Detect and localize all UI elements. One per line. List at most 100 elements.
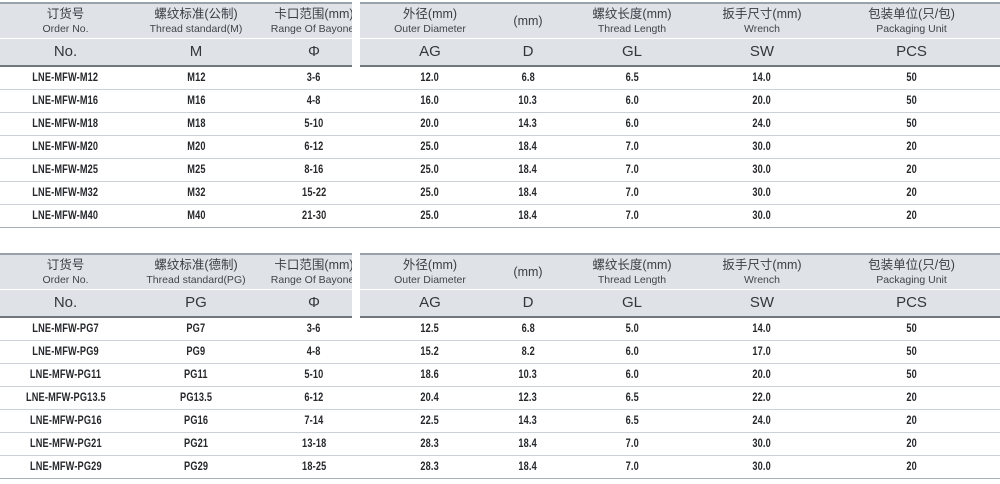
table-row: LNE-MFW-PG29 PG29 18-25 28.3 18.4 7.0 30.0 20 [0, 456, 1000, 479]
table-cell: LNE-MFW-M25 [0, 164, 131, 176]
cell-value: LNE-MFW-M32 [32, 187, 99, 199]
table-cell: LNE-MFW-PG11 [0, 369, 131, 381]
table-cell: 20.4 [367, 392, 493, 404]
cell-value: PG11 [184, 369, 208, 381]
cell-value: 15-22 [301, 187, 327, 199]
cell-value: M16 [186, 95, 206, 107]
table-cell: 18.4 [493, 438, 563, 450]
table-cell: M32 [131, 187, 261, 199]
cell-value: 7.0 [625, 438, 639, 450]
pg-thread-table: 订货号 Order No. 螺纹标准(德制) Thread standard(PG) 卡… [0, 253, 1000, 479]
table-cell: 5-10 [261, 369, 367, 381]
column-header: 螺纹标准(德制) Thread standard(PG) [131, 258, 261, 285]
cell-value: 14.0 [752, 72, 772, 84]
cell-value: 15.2 [420, 346, 440, 358]
table-cell: 50 [823, 346, 1000, 358]
table-body: LNE-MFW-M12 M12 3-6 12.0 6.8 6.5 14.0 50 LNE-MFW… [0, 67, 1000, 228]
table-cell: LNE-MFW-M20 [0, 141, 131, 153]
table-cell: 22.0 [701, 392, 823, 404]
cell-value: 12.0 [420, 72, 440, 84]
table-cell: 21-30 [261, 210, 367, 222]
table-cell: 30.0 [701, 438, 823, 450]
table-cell: 18.4 [493, 461, 563, 473]
table-cell: 18.4 [493, 164, 563, 176]
cell-value: 18.4 [518, 210, 538, 222]
cell-value: LNE-MFW-M40 [32, 210, 99, 222]
cell-value: 20 [906, 415, 917, 427]
table-cell: LNE-MFW-PG16 [0, 415, 131, 427]
table-header: 订货号 Order No. 螺纹标准(公制) Thread standard(M) 卡口… [0, 2, 1000, 67]
table-cell: 14.3 [493, 415, 563, 427]
table-row: LNE-MFW-M25 M25 8-16 25.0 18.4 7.0 30.0 20 [0, 159, 1000, 182]
cell-value: M12 [186, 72, 206, 84]
table-cell: 7.0 [563, 210, 701, 222]
cell-value: 6.8 [521, 72, 535, 84]
column-symbol: D [522, 294, 534, 312]
table-cell: LNE-MFW-M18 [0, 118, 131, 130]
cell-value: 10.3 [518, 95, 538, 107]
table-cell: 20 [823, 141, 1000, 153]
cell-value: 20 [906, 210, 917, 222]
table-cell: 20 [823, 164, 1000, 176]
cell-value: 6.5 [625, 72, 639, 84]
table-cell: 28.3 [367, 461, 493, 473]
table-cell: 24.0 [701, 415, 823, 427]
table-cell: 17.0 [701, 346, 823, 358]
cell-value: 13-18 [301, 438, 327, 450]
cell-value: 6.0 [625, 346, 639, 358]
cell-value: 18.4 [518, 187, 538, 199]
table-cell: 8.2 [493, 346, 563, 358]
table-cell: LNE-MFW-M16 [0, 95, 131, 107]
column-name-en: Thread Length [597, 273, 667, 286]
table-cell: 15.2 [367, 346, 493, 358]
header-names-row: 订货号 Order No. 螺纹标准(德制) Thread standard(PG) 卡… [0, 255, 1000, 290]
cell-value: 20.4 [420, 392, 440, 404]
cell-value: 20.0 [752, 369, 772, 381]
cell-value: 18.4 [518, 141, 538, 153]
cell-value: 20.0 [752, 95, 772, 107]
table-cell: 4-8 [261, 346, 367, 358]
header-symbols-row: No. PG Φ AG D GL SW PCS [0, 290, 1000, 316]
table-cell: LNE-MFW-M32 [0, 187, 131, 199]
cell-value: 30.0 [752, 210, 772, 222]
table-cell: 6.0 [563, 95, 701, 107]
column-name-cn: 包装单位(只/包) [868, 258, 955, 273]
cell-value: 6.0 [625, 95, 639, 107]
table-cell: 20.0 [367, 118, 493, 130]
table-cell: PG11 [131, 369, 261, 381]
column-header: (mm) [493, 265, 563, 279]
column-name-cn: 扳手尺寸(mm) [722, 7, 802, 22]
table-cell: 20 [823, 438, 1000, 450]
table-cell: 6.5 [563, 72, 701, 84]
cell-value: 25.0 [420, 210, 440, 222]
table-cell: 7.0 [563, 461, 701, 473]
cell-value: LNE-MFW-M20 [32, 141, 99, 153]
table-cell: 7.0 [563, 187, 701, 199]
table-cell: 5-10 [261, 118, 367, 130]
column-name-en: Wrench [744, 273, 780, 286]
column-name-en: Order No. [42, 22, 89, 35]
cell-value: 4-8 [307, 95, 321, 107]
table-cell: 25.0 [367, 187, 493, 199]
table-cell: 18.4 [493, 187, 563, 199]
table-cell: 8-16 [261, 164, 367, 176]
table-cell: 12.3 [493, 392, 563, 404]
column-name-en: Outer Diameter [394, 273, 466, 286]
column-name-cn: 外径(mm) [402, 7, 458, 22]
column-header: 订货号 Order No. [0, 7, 131, 34]
cell-value: 14.0 [752, 323, 772, 335]
column-name-en: Outer Diameter [394, 22, 466, 35]
cell-value: 30.0 [752, 164, 772, 176]
cell-value: LNE-MFW-PG11 [29, 369, 102, 381]
table-cell: 14.0 [701, 72, 823, 84]
column-symbol: GL [621, 294, 642, 312]
cell-value: M32 [186, 187, 206, 199]
table-cell: 5.0 [563, 323, 701, 335]
table-cell: 30.0 [701, 461, 823, 473]
column-symbol: No. [53, 294, 78, 312]
cell-value: 5-10 [304, 118, 324, 130]
table-cell: M25 [131, 164, 261, 176]
table-cell: 16.0 [367, 95, 493, 107]
table-cell: PG29 [131, 461, 261, 473]
